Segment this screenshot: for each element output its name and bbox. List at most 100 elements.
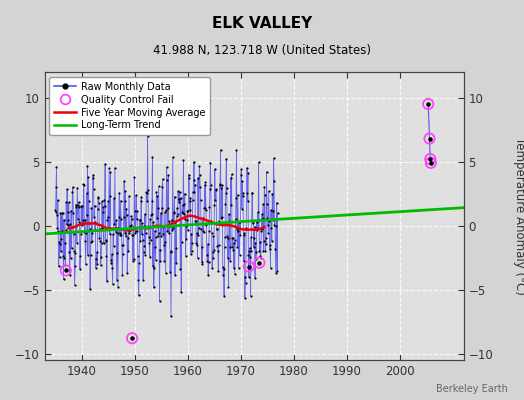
Point	[138, 236, 147, 243]
Point	[115, 230, 124, 236]
Point	[137, 194, 146, 200]
Point	[259, 201, 267, 207]
Point	[89, 175, 97, 182]
Point	[188, 248, 196, 254]
Point	[217, 185, 226, 191]
Point	[191, 217, 200, 224]
Point	[58, 210, 66, 216]
Point	[172, 213, 181, 220]
Point	[127, 216, 136, 223]
Point	[426, 156, 434, 162]
Point	[189, 177, 198, 183]
Point	[215, 182, 224, 188]
Point	[264, 221, 272, 228]
Point	[239, 190, 247, 196]
Point	[245, 263, 253, 270]
Point	[169, 154, 177, 160]
Point	[255, 248, 264, 254]
Point	[151, 243, 159, 250]
Point	[193, 230, 201, 236]
Point	[100, 240, 108, 246]
Point	[162, 164, 171, 170]
Point	[426, 156, 434, 162]
Point	[68, 224, 76, 230]
Point	[154, 233, 162, 240]
Point	[81, 238, 90, 245]
Point	[70, 248, 79, 254]
Point	[204, 272, 212, 278]
Point	[67, 245, 75, 251]
Point	[196, 197, 205, 203]
Point	[202, 207, 210, 213]
Point	[61, 261, 70, 268]
Point	[163, 205, 172, 211]
Point	[233, 226, 241, 233]
Point	[118, 251, 127, 257]
Point	[127, 213, 135, 219]
Point	[178, 239, 186, 246]
Point	[69, 210, 78, 216]
Point	[223, 184, 231, 191]
Point	[115, 214, 123, 220]
Point	[242, 225, 250, 231]
Point	[248, 190, 257, 196]
Point	[240, 230, 248, 236]
Point	[83, 162, 92, 169]
Point	[111, 226, 119, 232]
Point	[132, 228, 140, 234]
Point	[237, 206, 246, 212]
Point	[140, 243, 148, 250]
Point	[87, 238, 95, 245]
Point	[257, 255, 265, 261]
Point	[228, 234, 237, 241]
Point	[243, 198, 252, 204]
Point	[82, 190, 91, 196]
Point	[141, 252, 149, 259]
Point	[104, 198, 113, 204]
Point	[179, 157, 188, 163]
Point	[89, 172, 97, 178]
Point	[153, 193, 161, 199]
Point	[72, 203, 81, 210]
Point	[96, 261, 105, 268]
Point	[140, 223, 149, 230]
Point	[424, 101, 432, 107]
Point	[257, 228, 266, 234]
Point	[134, 252, 142, 259]
Point	[151, 256, 160, 263]
Point	[249, 243, 258, 250]
Point	[204, 258, 213, 265]
Point	[139, 248, 148, 255]
Point	[64, 199, 73, 206]
Point	[155, 298, 163, 304]
Point	[269, 217, 277, 224]
Point	[56, 210, 64, 217]
Point	[270, 222, 279, 228]
Point	[114, 230, 123, 236]
Point	[79, 217, 87, 224]
Point	[214, 268, 223, 274]
Point	[150, 264, 158, 271]
Point	[80, 182, 88, 188]
Point	[257, 211, 266, 218]
Point	[272, 223, 280, 229]
Point	[184, 208, 192, 215]
Point	[163, 176, 171, 183]
Point	[226, 258, 234, 264]
Point	[161, 208, 169, 215]
Point	[138, 231, 146, 237]
Point	[260, 192, 269, 198]
Point	[247, 234, 255, 240]
Point	[248, 220, 257, 226]
Point	[128, 335, 136, 342]
Point	[220, 293, 228, 299]
Point	[64, 222, 72, 228]
Point	[201, 179, 210, 186]
Point	[270, 178, 278, 184]
Point	[231, 271, 239, 277]
Point	[188, 240, 196, 247]
Point	[81, 217, 89, 223]
Point	[60, 255, 69, 261]
Point	[124, 235, 132, 242]
Point	[186, 195, 194, 201]
